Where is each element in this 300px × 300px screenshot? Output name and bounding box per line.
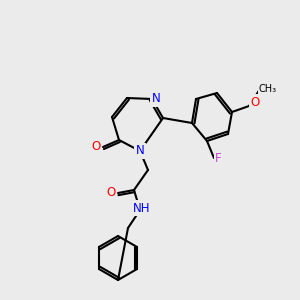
Text: NH: NH — [133, 202, 151, 214]
Text: O: O — [250, 95, 260, 109]
Text: O: O — [92, 140, 100, 154]
Text: NH: NH — [133, 202, 151, 214]
Text: F: F — [215, 152, 221, 164]
Text: O: O — [106, 187, 116, 200]
Text: N: N — [152, 92, 160, 106]
Text: N: N — [152, 92, 160, 106]
Text: CH₃: CH₃ — [259, 84, 277, 94]
Text: F: F — [215, 152, 221, 164]
Text: O: O — [106, 187, 116, 200]
Text: CH₃: CH₃ — [259, 84, 277, 94]
Text: N: N — [136, 145, 144, 158]
Text: O: O — [250, 95, 260, 109]
Text: O: O — [92, 140, 100, 154]
Text: N: N — [136, 145, 144, 158]
